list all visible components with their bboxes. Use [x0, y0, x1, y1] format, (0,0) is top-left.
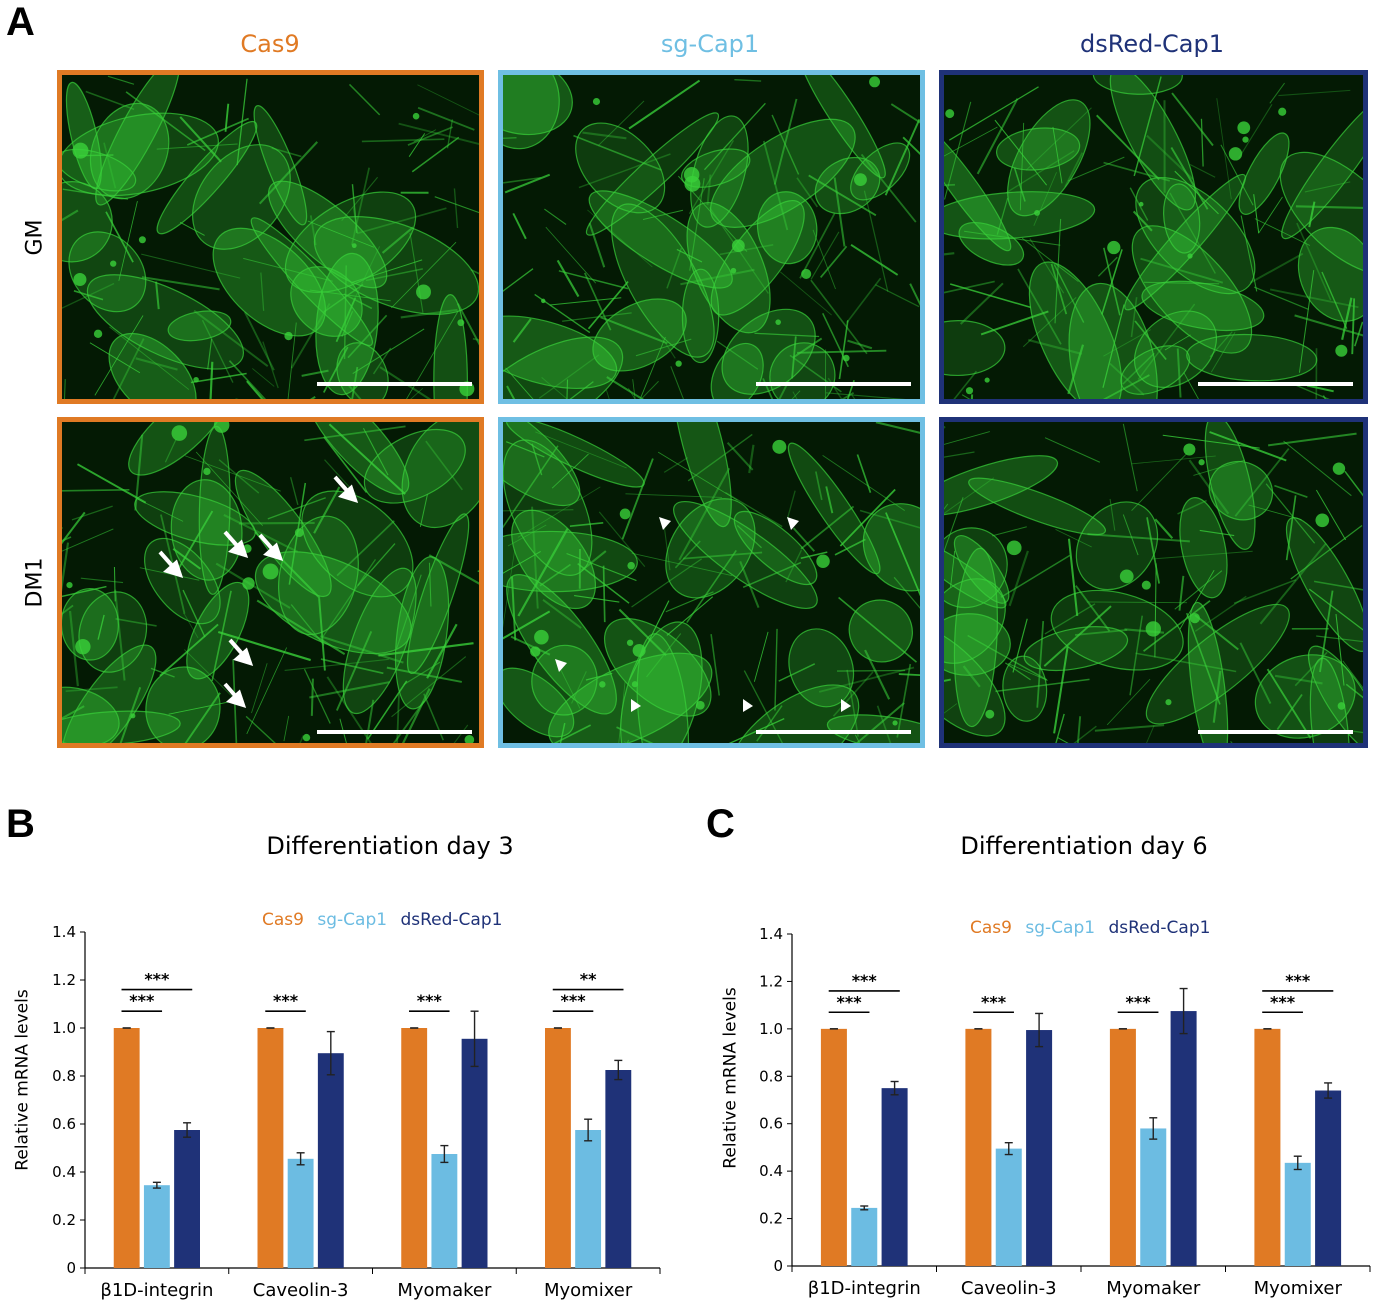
bar	[851, 1208, 877, 1266]
significance-stars: ***	[1126, 992, 1152, 1011]
y-tick-label: 1.0	[759, 1020, 783, 1038]
bar	[996, 1149, 1022, 1266]
x-tick-label: Caveolin-3	[961, 1278, 1057, 1299]
y-tick-label: 1.4	[759, 925, 783, 943]
bar	[1026, 1030, 1052, 1266]
y-tick-label: 0.6	[759, 1115, 783, 1133]
bar	[1110, 1029, 1136, 1266]
bar	[1254, 1029, 1280, 1266]
y-tick-label: 1.2	[759, 972, 783, 990]
bar	[965, 1029, 991, 1266]
y-tick-label: 0	[773, 1257, 783, 1275]
significance-stars: ***	[1270, 992, 1296, 1011]
bar	[1171, 1011, 1197, 1266]
significance-stars: ***	[852, 971, 878, 990]
bar	[882, 1088, 908, 1266]
bar	[1285, 1163, 1311, 1266]
y-tick-label: 0.8	[759, 1067, 783, 1085]
significance-stars: ***	[981, 992, 1007, 1011]
error-bar	[860, 1206, 868, 1210]
x-tick-label: Myomaker	[1106, 1278, 1201, 1299]
x-tick-label: Myomixer	[1254, 1278, 1343, 1299]
significance-stars: ***	[1285, 971, 1311, 990]
y-tick-label: 0.4	[759, 1162, 783, 1180]
y-tick-label: 0.2	[759, 1210, 783, 1228]
bar	[1140, 1128, 1166, 1266]
bar	[1315, 1091, 1341, 1266]
significance-stars: ***	[837, 992, 863, 1011]
x-tick-label: β1D-integrin	[808, 1278, 921, 1299]
bar	[821, 1029, 847, 1266]
